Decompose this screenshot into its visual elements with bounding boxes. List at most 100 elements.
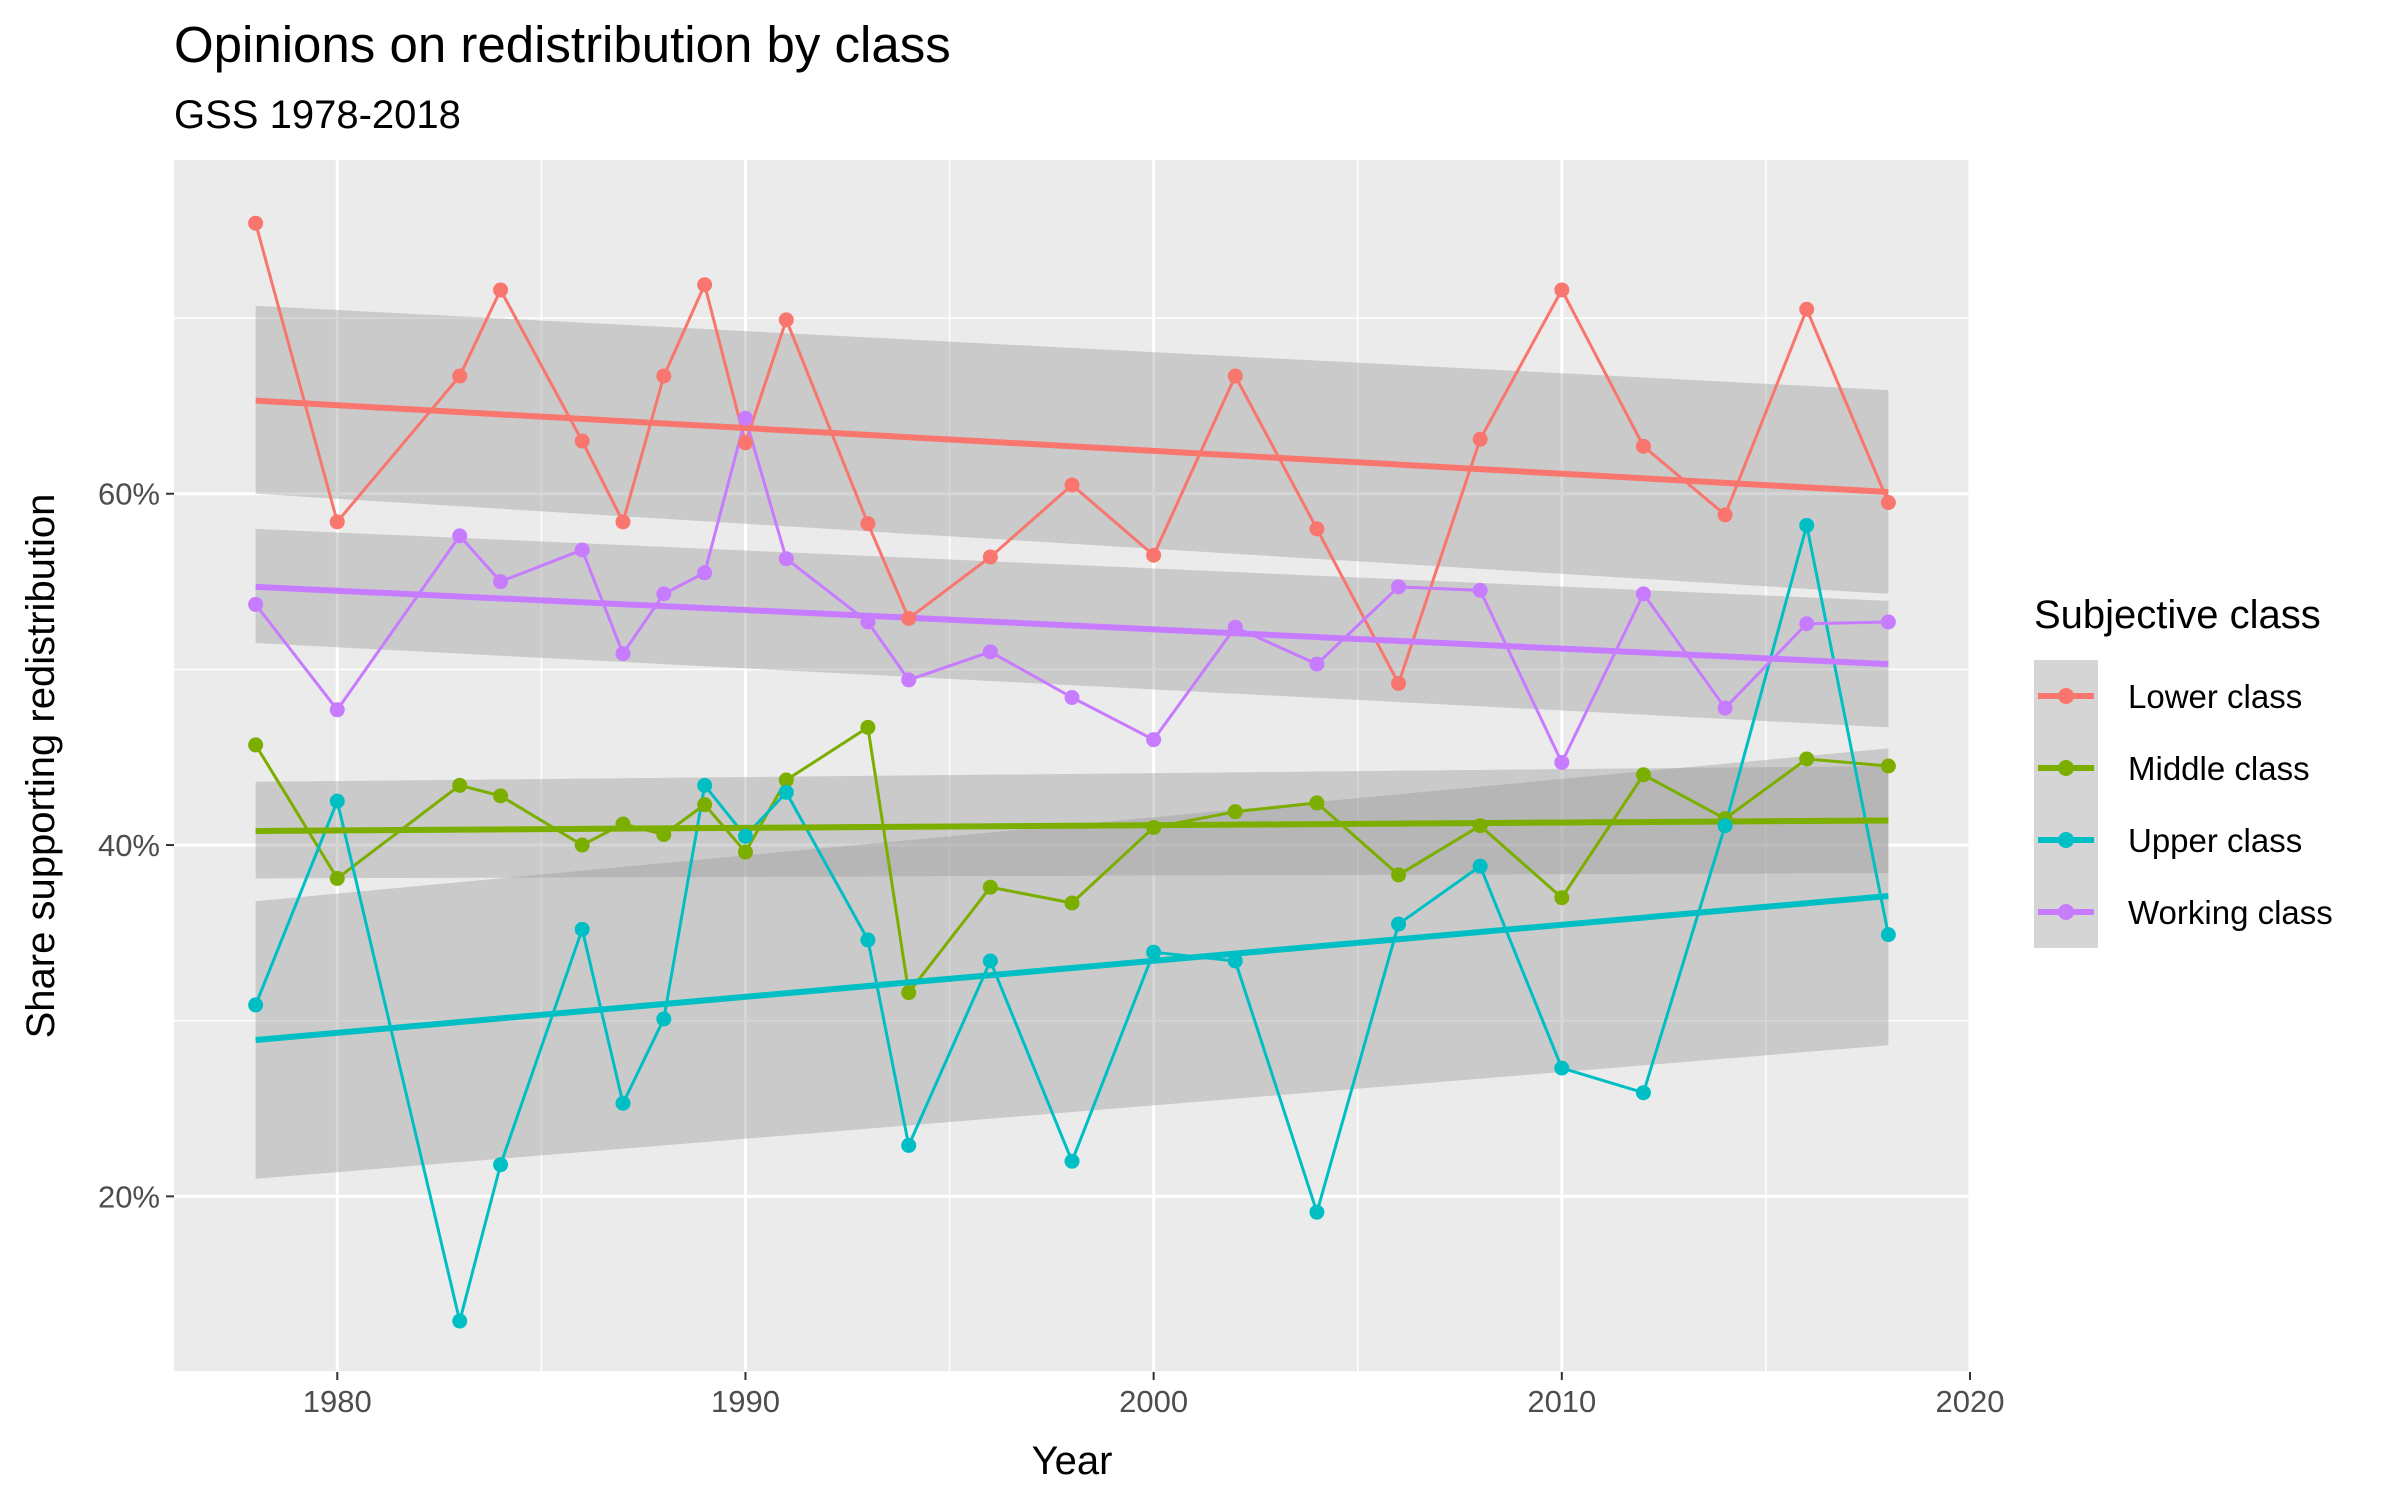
data-point — [574, 921, 590, 937]
data-point — [493, 282, 509, 298]
data-point — [452, 368, 468, 384]
data-point — [493, 788, 509, 804]
data-point — [1635, 767, 1651, 783]
data-point — [697, 565, 713, 581]
data-point — [778, 784, 794, 800]
x-tick-label: 1980 — [303, 1384, 372, 1419]
x-tick-label: 1990 — [711, 1384, 780, 1419]
data-point — [248, 215, 264, 231]
data-point — [1227, 368, 1243, 384]
x-tick-label: 2000 — [1119, 1384, 1188, 1419]
data-point — [737, 410, 753, 426]
data-point — [1064, 895, 1080, 911]
data-point — [737, 828, 753, 844]
data-point — [860, 614, 876, 630]
y-tick-label: 20% — [98, 1179, 160, 1214]
data-point — [1880, 758, 1896, 774]
legend-title: Subjective class — [2034, 593, 2321, 637]
data-point — [1309, 656, 1325, 672]
legend-item-label: Working class — [2128, 894, 2333, 931]
data-point — [1554, 890, 1570, 906]
data-point — [1064, 1153, 1080, 1169]
data-point — [1799, 751, 1815, 767]
x-tick-label: 2010 — [1527, 1384, 1596, 1419]
data-point — [1554, 754, 1570, 770]
trend-lines — [255, 397, 1889, 1044]
data-point — [1554, 282, 1570, 298]
data-point — [1391, 579, 1407, 595]
data-point — [982, 549, 998, 565]
chart-title: Opinions on redistribution by class — [174, 16, 951, 73]
data-point — [574, 542, 590, 558]
data-point — [1391, 675, 1407, 691]
data-point — [1799, 616, 1815, 632]
legend-item-label: Upper class — [2128, 822, 2302, 859]
data-point — [656, 586, 672, 602]
data-point — [1880, 614, 1896, 630]
data-point — [1391, 867, 1407, 883]
legend-item-label: Middle class — [2128, 750, 2310, 787]
data-point — [615, 514, 631, 530]
data-point — [697, 777, 713, 793]
data-point — [1146, 819, 1162, 835]
legend-key-point — [2058, 760, 2074, 776]
data-point — [1880, 495, 1896, 511]
trend-line — [255, 397, 1889, 495]
data-point — [697, 797, 713, 813]
chart-subtitle: GSS 1978-2018 — [174, 93, 461, 137]
data-point — [697, 277, 713, 293]
data-point — [901, 610, 917, 626]
x-tick-label: 2020 — [1936, 1384, 2005, 1419]
data-point — [329, 514, 345, 530]
axes: 1980 1990 2000 2010 2020 20% 40% 60% — [98, 477, 2005, 1419]
data-point — [1472, 431, 1488, 447]
data-point — [1146, 732, 1162, 748]
data-point — [737, 435, 753, 451]
data-point — [1064, 689, 1080, 705]
data-point — [1146, 547, 1162, 563]
data-point — [452, 777, 468, 793]
data-point — [1717, 818, 1733, 834]
confidence-band — [255, 766, 1889, 879]
legend-key-point — [2058, 688, 2074, 704]
series-line — [254, 725, 1889, 995]
legend-key-point — [2058, 832, 2074, 848]
data-point — [778, 551, 794, 567]
data-point — [1146, 944, 1162, 960]
data-point — [574, 837, 590, 853]
series-points — [248, 215, 1896, 1329]
data-point — [860, 719, 876, 735]
data-point — [248, 596, 264, 612]
data-point — [901, 1137, 917, 1153]
data-point — [329, 702, 345, 718]
y-axis-title: Share supporting redistribution — [19, 494, 63, 1039]
confidence-band — [255, 748, 1889, 1179]
y-tick-label: 40% — [98, 828, 160, 863]
trend-line — [255, 583, 1889, 668]
data-point — [493, 574, 509, 590]
data-point — [656, 827, 672, 843]
data-point — [1880, 927, 1896, 943]
data-point — [1799, 517, 1815, 533]
data-point — [860, 516, 876, 532]
data-point — [615, 646, 631, 662]
data-point — [1717, 700, 1733, 716]
data-point — [1554, 1060, 1570, 1076]
data-point — [493, 1157, 509, 1173]
data-point — [615, 816, 631, 832]
data-point — [1717, 507, 1733, 523]
data-point — [982, 953, 998, 969]
series-line — [254, 416, 1889, 764]
y-tick-label: 60% — [98, 477, 160, 512]
data-point — [656, 1011, 672, 1027]
data-point — [452, 1313, 468, 1329]
data-point — [329, 870, 345, 886]
data-point — [737, 844, 753, 860]
data-point — [1064, 477, 1080, 493]
data-point — [452, 528, 468, 544]
data-point — [248, 997, 264, 1013]
data-point — [901, 672, 917, 688]
data-point — [1227, 953, 1243, 969]
data-point — [574, 433, 590, 449]
data-point — [778, 312, 794, 328]
